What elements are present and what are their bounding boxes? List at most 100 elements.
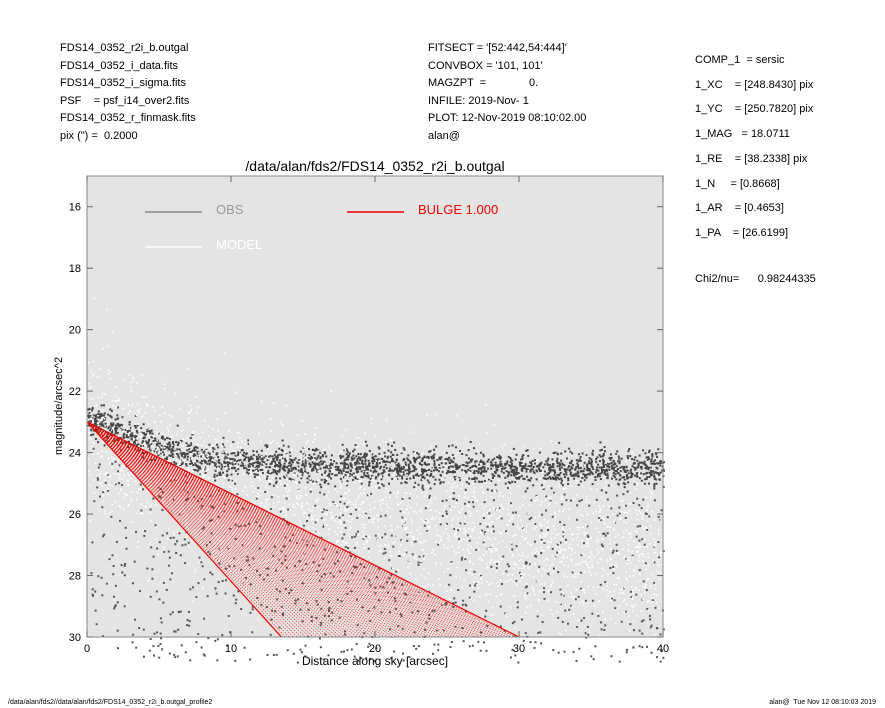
obs-point — [242, 462, 245, 465]
obs-point — [342, 469, 345, 472]
obs-point — [588, 460, 591, 463]
model-point — [483, 513, 485, 515]
model-point — [633, 464, 636, 467]
obs-point — [504, 466, 507, 469]
obs-point — [341, 455, 344, 458]
obs-point — [434, 478, 437, 481]
model-point — [435, 517, 437, 519]
model-point — [271, 453, 274, 456]
header-right-line: 1_XC = [248.8430] pix — [695, 78, 814, 91]
obs-point — [234, 602, 237, 605]
obs-point — [646, 607, 649, 610]
model-point — [521, 573, 523, 576]
model-point — [406, 474, 408, 477]
obs-point — [423, 477, 426, 480]
model-point — [549, 565, 552, 567]
obs-point — [226, 456, 229, 459]
obs-point — [346, 467, 349, 470]
obs-point — [630, 468, 633, 471]
obs-point — [454, 478, 457, 481]
obs-point — [252, 450, 255, 453]
model-point — [95, 404, 98, 407]
model-point — [483, 472, 485, 475]
obs-point — [529, 479, 532, 482]
obs-point — [536, 615, 539, 618]
model-point — [281, 424, 284, 426]
obs-point — [245, 453, 248, 456]
model-point — [660, 563, 663, 566]
model-point — [178, 461, 181, 463]
obs-point — [311, 468, 314, 471]
obs-point — [214, 463, 217, 466]
model-point — [318, 548, 321, 550]
obs-point — [428, 450, 431, 453]
obs-point — [269, 463, 272, 466]
obs-point — [389, 455, 392, 458]
obs-point — [647, 458, 650, 461]
model-point — [572, 498, 575, 500]
model-point — [97, 419, 100, 422]
obs-point — [545, 509, 548, 512]
obs-point — [606, 465, 609, 468]
model-point — [528, 574, 531, 577]
model-point — [234, 569, 237, 572]
obs-point — [108, 425, 111, 428]
obs-point — [347, 458, 350, 461]
obs-point — [339, 501, 342, 504]
model-point — [299, 490, 301, 492]
obs-point — [578, 647, 581, 650]
obs-point — [356, 471, 359, 474]
model-point — [519, 519, 522, 521]
model-point — [179, 459, 182, 462]
obs-point — [549, 499, 552, 502]
model-point — [626, 578, 628, 581]
obs-point — [648, 449, 651, 452]
model-point — [405, 492, 408, 494]
model-point — [299, 538, 301, 541]
obs-point — [141, 441, 144, 444]
model-point — [118, 505, 121, 508]
obs-point — [133, 440, 136, 443]
model-point — [378, 550, 381, 553]
model-point — [215, 589, 218, 592]
obs-point — [407, 459, 410, 462]
obs-point — [94, 437, 97, 440]
obs-point — [613, 469, 616, 472]
obs-point — [660, 650, 663, 653]
obs-point — [530, 499, 533, 502]
obs-point — [602, 469, 605, 472]
obs-point — [221, 579, 224, 582]
model-point — [153, 435, 155, 438]
obs-point — [324, 461, 327, 464]
obs-point — [313, 453, 316, 456]
model-point — [92, 374, 95, 377]
model-point — [427, 520, 430, 522]
obs-point — [542, 587, 545, 590]
obs-point — [308, 454, 311, 457]
obs-point — [157, 442, 160, 445]
obs-point — [87, 425, 90, 428]
obs-point — [509, 482, 512, 485]
model-point — [642, 585, 645, 588]
obs-point — [519, 462, 522, 465]
obs-point — [311, 461, 314, 464]
obs-point — [395, 474, 398, 477]
obs-point — [495, 567, 498, 570]
obs-point — [274, 464, 277, 467]
model-point — [638, 555, 641, 558]
model-point — [339, 497, 342, 499]
obs-point — [361, 459, 364, 462]
model-point — [150, 520, 152, 522]
obs-point — [259, 525, 262, 528]
model-point — [543, 494, 546, 497]
model-point — [145, 456, 148, 458]
obs-point — [103, 444, 106, 447]
obs-point — [428, 468, 431, 471]
model-point — [245, 439, 248, 442]
model-point — [539, 536, 541, 539]
model-point — [518, 528, 521, 530]
plot-background — [87, 176, 663, 637]
obs-point — [243, 458, 246, 461]
obs-point — [218, 462, 221, 465]
obs-point — [432, 475, 435, 478]
